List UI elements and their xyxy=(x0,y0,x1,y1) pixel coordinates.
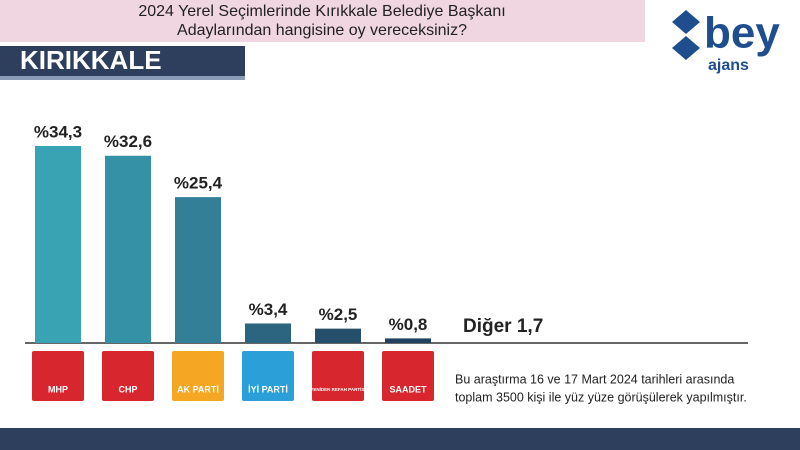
value-label: %32,6 xyxy=(104,132,152,151)
party-logo xyxy=(382,351,434,401)
bar xyxy=(385,338,431,343)
footer-band xyxy=(0,428,800,450)
bar xyxy=(245,323,291,343)
bar xyxy=(35,146,81,343)
logo-main: bey xyxy=(704,9,780,58)
bar xyxy=(105,155,151,343)
region-banner xyxy=(0,46,245,76)
title-box xyxy=(0,0,645,42)
x-tick-label: İYİ PARTİ xyxy=(248,384,288,394)
other-label: Diğer 1,7 xyxy=(463,316,543,337)
party-logo xyxy=(102,351,154,401)
x-tick-label: CHP xyxy=(118,384,137,394)
chart-title: Adaylarından hangisine oy vereceksiniz? xyxy=(177,22,467,39)
bar xyxy=(175,197,221,343)
note: toplam 3500 kişi ile yüz yüze görüşülere… xyxy=(455,390,747,404)
party-logo xyxy=(312,351,364,401)
region-stripe xyxy=(0,76,245,80)
chart-title: 2024 Yerel Seçimlerinde Kırıkkale Beledi… xyxy=(138,3,505,20)
x-tick-label: AK PARTİ xyxy=(177,384,219,394)
bar xyxy=(315,328,361,343)
party-logo xyxy=(172,351,224,401)
logo-icon xyxy=(672,10,700,60)
region-name: KIRIKKALE xyxy=(20,45,162,75)
value-label: %0,8 xyxy=(389,315,428,334)
party-logo xyxy=(32,351,84,401)
x-tick-label: SAADET xyxy=(389,384,427,394)
other-name: Diğer xyxy=(463,316,512,337)
value-label: %3,4 xyxy=(249,300,288,319)
note: Bu araştırma 16 ve 17 Mart 2024 tarihler… xyxy=(455,372,734,386)
value-label: %25,4 xyxy=(174,174,223,193)
x-tick-label: YENİDEN REFAH PARTİSİ xyxy=(310,386,365,392)
logo-sub: ajans xyxy=(708,57,749,74)
value-label: %34,3 xyxy=(34,122,82,141)
other-value: 1,7 xyxy=(517,316,543,337)
value-label: %2,5 xyxy=(319,305,358,324)
x-tick-label: MHP xyxy=(48,384,68,394)
party-logo xyxy=(242,351,294,401)
